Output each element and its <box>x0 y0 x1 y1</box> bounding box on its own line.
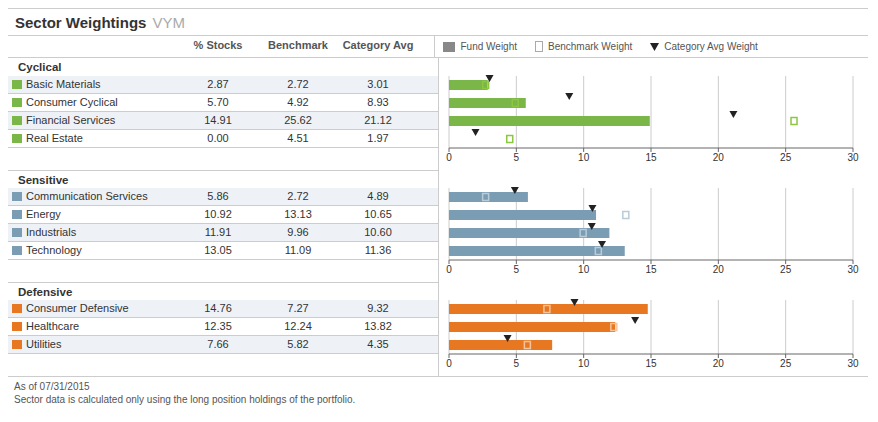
html-text:7.66: 7.66 <box>207 338 229 350</box>
html-text:2.87: 2.87 <box>207 78 229 90</box>
html-text:Consumer Defensive: Consumer Defensive <box>26 302 129 314</box>
html-text:Sector Weightings VYM: Sector Weightings VYM <box>15 13 185 31</box>
html-text:Energy: Energy <box>26 208 61 220</box>
html-text:4.51: 4.51 <box>287 132 309 144</box>
svg-text:5: 5 <box>514 152 520 163</box>
svg-text:5: 5 <box>514 264 520 275</box>
html-text:Category Avg Weight: Category Avg Weight <box>664 41 758 52</box>
html-text:1.97: 1.97 <box>367 132 389 144</box>
svg-text:25: 25 <box>780 264 792 275</box>
html-text:5.86: 5.86 <box>207 190 229 202</box>
html-text:Industrials: Industrials <box>26 226 77 238</box>
html-text:Communication Services: Communication Services <box>26 190 148 202</box>
html-text:10.92: 10.92 <box>204 208 232 220</box>
html-text:7.27: 7.27 <box>287 302 309 314</box>
html-text:4.92: 4.92 <box>287 96 309 108</box>
html-text:Sensitive: Sensitive <box>18 173 69 186</box>
svg-text:0: 0 <box>446 358 452 369</box>
svg-text:25: 25 <box>780 152 792 163</box>
html-text:13.05: 13.05 <box>204 244 232 256</box>
html-text:21.12: 21.12 <box>364 114 392 126</box>
svg-text:5: 5 <box>514 358 520 369</box>
html-text:10.65: 10.65 <box>364 208 392 220</box>
html-text:5.82: 5.82 <box>287 338 309 350</box>
html-text:2.72: 2.72 <box>287 190 309 202</box>
html-text:Benchmark Weight: Benchmark Weight <box>548 41 633 52</box>
svg-text:30: 30 <box>847 358 859 369</box>
html-text:25.62: 25.62 <box>284 114 312 126</box>
svg-text:30: 30 <box>847 152 859 163</box>
svg-text:10: 10 <box>578 152 590 163</box>
html-text:Sector data is calculated only: Sector data is calculated only using the… <box>14 394 356 405</box>
html-text:11.91: 11.91 <box>204 226 232 238</box>
html-text:14.76: 14.76 <box>204 302 232 314</box>
html-text:Technology: Technology <box>26 244 82 256</box>
svg-text:30: 30 <box>847 264 859 275</box>
html-text:0.00: 0.00 <box>207 132 229 144</box>
html-text:8.93: 8.93 <box>367 96 389 108</box>
html-text:Financial Services: Financial Services <box>26 114 116 126</box>
html-text:5.70: 5.70 <box>207 96 229 108</box>
html-text:Benchmark: Benchmark <box>268 39 328 51</box>
svg-text:15: 15 <box>645 152 657 163</box>
html-text:Defensive: Defensive <box>18 285 73 298</box>
html-text:Cyclical: Cyclical <box>18 61 62 73</box>
html-text:9.32: 9.32 <box>367 302 389 314</box>
svg-text:15: 15 <box>645 358 657 369</box>
html-text:Healthcare: Healthcare <box>26 320 80 332</box>
svg-text:25: 25 <box>780 358 792 369</box>
html-text:2.72: 2.72 <box>287 78 309 90</box>
svg-text:15: 15 <box>645 264 657 275</box>
html-text:11.09: 11.09 <box>284 244 312 256</box>
html-text:14.91: 14.91 <box>204 114 232 126</box>
html-text:12.35: 12.35 <box>204 320 232 332</box>
html-text:12.24: 12.24 <box>284 320 312 332</box>
html-text:13.82: 13.82 <box>364 320 392 332</box>
svg-text:20: 20 <box>713 152 725 163</box>
svg-text:20: 20 <box>713 358 725 369</box>
html-text:10.60: 10.60 <box>364 226 392 238</box>
html-text:3.01: 3.01 <box>367 78 389 90</box>
svg-text:20: 20 <box>713 264 725 275</box>
html-text:Utilities: Utilities <box>26 338 62 350</box>
html-text:Consumer Cyclical: Consumer Cyclical <box>26 96 118 108</box>
html-text:4.89: 4.89 <box>367 190 389 202</box>
html-text:Fund Weight: Fund Weight <box>460 41 517 52</box>
svg-text:0: 0 <box>446 264 452 275</box>
html-text:Real Estate: Real Estate <box>26 132 83 144</box>
html-text:11.36: 11.36 <box>364 244 392 256</box>
svg-text:0: 0 <box>446 152 452 163</box>
html-text:Category Avg: Category Avg <box>342 39 414 51</box>
html-text:4.35: 4.35 <box>367 338 389 350</box>
html-text:% Stocks: % Stocks <box>193 39 243 51</box>
html-text:Basic Materials: Basic Materials <box>26 78 101 90</box>
svg-text:10: 10 <box>578 358 590 369</box>
html-text:As of 07/31/2015: As of 07/31/2015 <box>14 381 90 392</box>
html-text:13.13: 13.13 <box>284 208 312 220</box>
svg-text:10: 10 <box>578 264 590 275</box>
html-text:9.96: 9.96 <box>287 226 309 238</box>
